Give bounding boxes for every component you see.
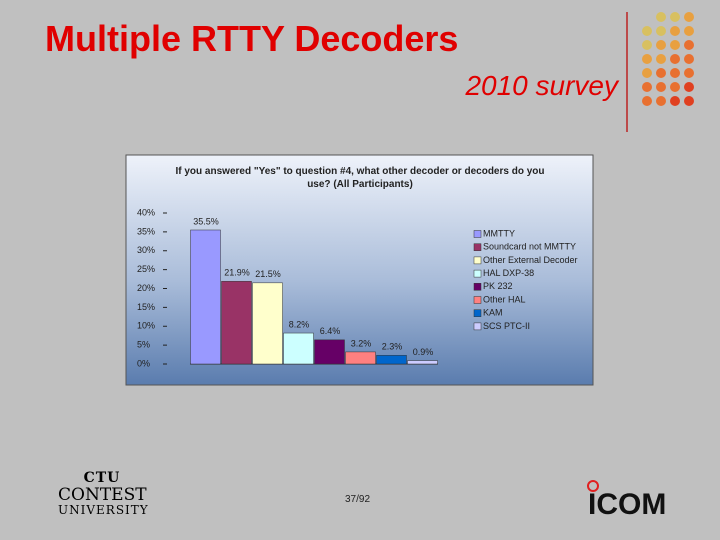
logo-text: CONTEST [58,485,147,505]
y-tick-label: 10% [137,321,155,331]
legend-label: SCS PTC-II [483,321,530,331]
dot [642,82,652,92]
y-tick-label: 5% [137,340,150,350]
legend-label: PK 232 [483,281,513,291]
y-tick-label: 0% [137,358,150,368]
dot [684,54,694,64]
legend-label: Other HAL [483,294,526,304]
bar [314,339,345,365]
data-label: 8.2% [289,319,310,329]
logo-text: UNIVERSITY [58,503,149,517]
dot [684,82,694,92]
legend-label: KAM [483,308,503,318]
dot [656,12,666,22]
data-label: 21.5% [255,269,281,279]
dot [670,40,680,50]
dot [684,26,694,36]
dot [656,40,666,50]
chart-title: If you answered "Yes" to question #4, wh… [175,166,545,190]
slide-title: Multiple RTTY Decoders [45,18,459,59]
legend-label: Soundcard not MMTTY [483,242,576,252]
dot [670,68,680,78]
data-label: 35.5% [193,216,219,226]
dot [670,12,680,22]
legend-swatch [473,322,482,331]
dot [656,26,666,36]
dot [684,96,694,106]
legend-swatch [473,283,482,291]
data-label: 2.3% [382,342,403,352]
data-label: 3.2% [351,338,372,348]
legend-label: Other External Decoder [483,255,578,265]
bar [190,229,221,365]
dot [670,54,680,64]
bar [407,360,438,365]
legend-swatch [473,230,482,238]
dot [670,26,680,36]
legend-swatch [473,243,482,251]
y-tick-label: 30% [137,245,155,255]
data-label: 6.4% [320,326,341,336]
legend-swatch [473,309,482,317]
dot [684,40,694,50]
bar [345,351,376,365]
dot [670,96,680,106]
legend-label: HAL DXP-38 [483,268,534,278]
legend-swatch [473,269,482,278]
dot [642,26,652,36]
dot-grid [642,12,694,106]
logo-left: CTU CONTEST UNIVERSITY [58,470,149,517]
y-tick-label: 25% [137,264,155,274]
dot [642,68,652,78]
dot [642,96,652,106]
dot [656,54,666,64]
bar [376,355,407,365]
y-tick-label: 15% [137,302,155,312]
page-number: 37/92 [345,494,371,505]
y-tick-label: 35% [137,226,155,236]
dot [670,82,680,92]
bar [221,281,252,365]
data-label: 21.9% [224,268,250,278]
dot [642,54,652,64]
y-tick-label: 20% [137,283,155,293]
slide-subtitle: 2010 survey [465,70,618,101]
dot [684,12,694,22]
dot [656,96,666,106]
dot [656,68,666,78]
legend-label: MMTTY [483,228,515,238]
bar [252,282,283,365]
dot [684,68,694,78]
data-label: 0.9% [413,347,434,357]
legend-swatch [473,256,482,265]
dot [656,82,666,92]
logo-right: ICOM [588,488,667,521]
logo-text: CTU [83,470,121,486]
logo-mark [587,480,599,492]
dot [642,40,652,50]
y-tick-label: 40% [137,207,155,217]
legend-swatch [473,296,482,304]
bar [283,332,314,365]
